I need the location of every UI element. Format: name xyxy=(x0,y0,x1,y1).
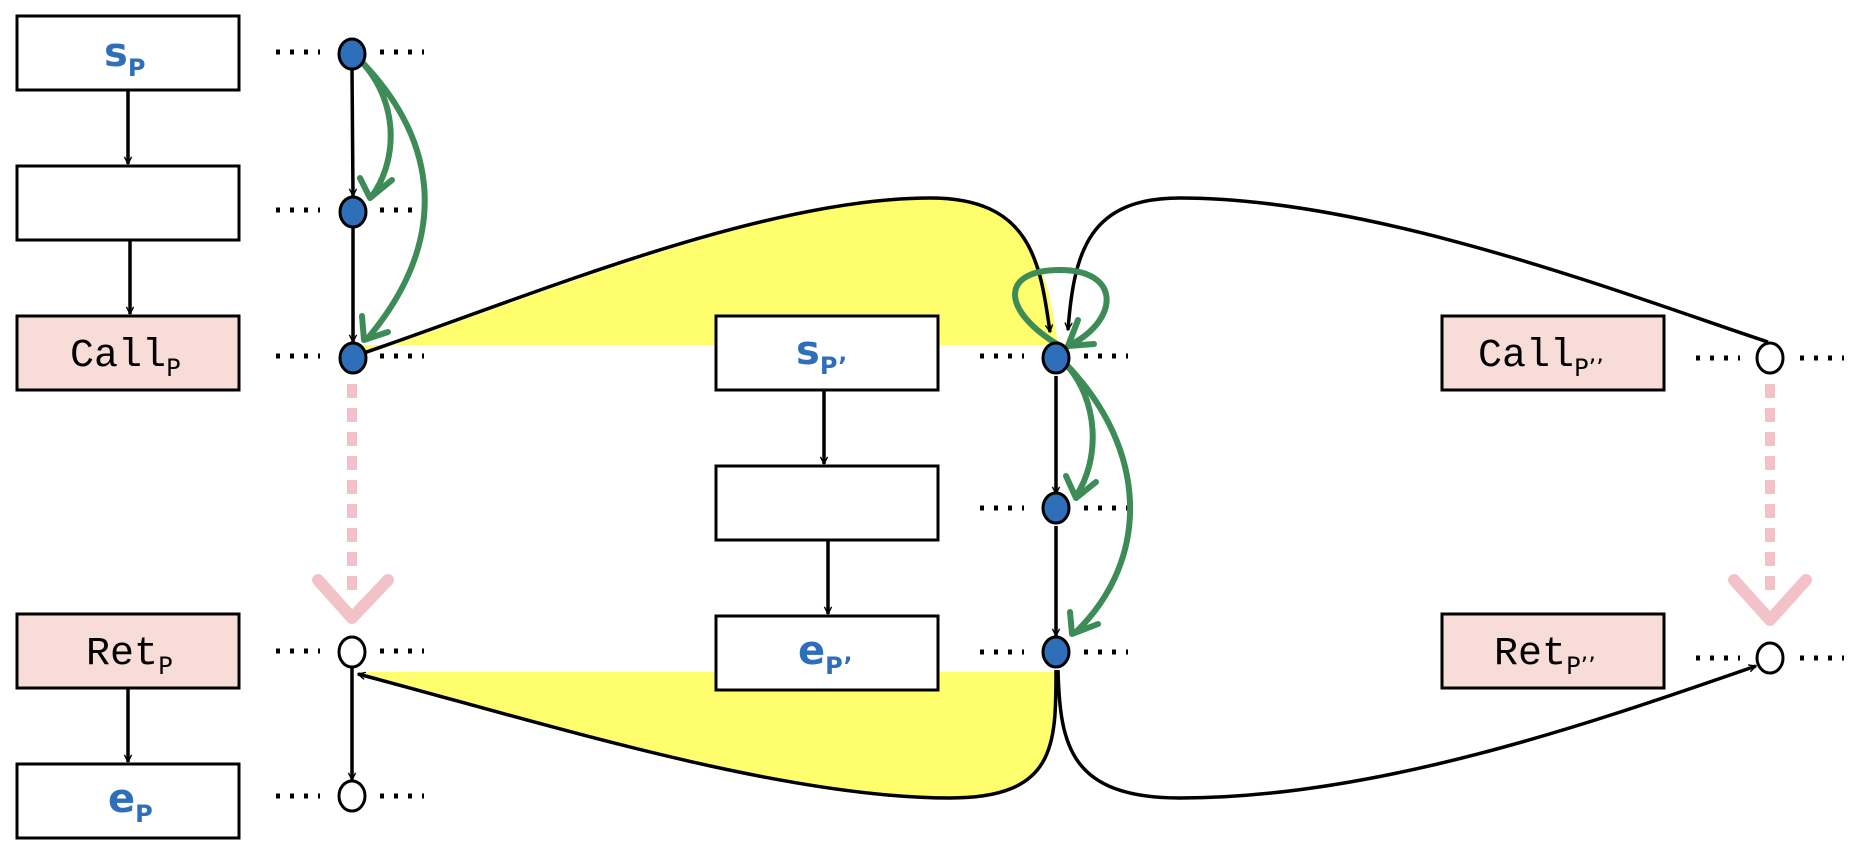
proc-p-start-box: sP xyxy=(17,16,239,90)
proc-pdouble-call-box: CallP’’ xyxy=(1442,316,1664,390)
proc-p-call-label: CallP xyxy=(70,334,181,382)
exploded-node xyxy=(1043,493,1069,523)
exploded-node xyxy=(339,39,365,69)
exploded-edge xyxy=(352,68,353,196)
proc-p-ret-box: RetP xyxy=(17,614,239,688)
proc-p-call-box: CallP xyxy=(17,316,239,390)
proc-pprime-exit-box: eP’ xyxy=(716,616,938,690)
exploded-node xyxy=(1043,343,1069,373)
proc-pdouble-ret-box: RetP’’ xyxy=(1442,614,1664,688)
exploded-node xyxy=(340,343,366,373)
return-summary-highlight xyxy=(360,672,1058,798)
exploded-node xyxy=(339,637,365,667)
proc-p-exit-box: eP xyxy=(17,764,239,838)
call-summary-highlight xyxy=(355,198,1058,358)
proc-p-node2-box xyxy=(17,166,239,240)
exploded-node xyxy=(1043,637,1069,667)
exploded-node xyxy=(340,197,366,227)
exploded-node xyxy=(1757,343,1783,373)
proc-pprime-start-box: sP’ xyxy=(716,316,938,390)
exploded-node xyxy=(1757,643,1783,673)
proc-pprime-node2-box xyxy=(716,466,938,540)
exploded-node xyxy=(339,781,365,811)
